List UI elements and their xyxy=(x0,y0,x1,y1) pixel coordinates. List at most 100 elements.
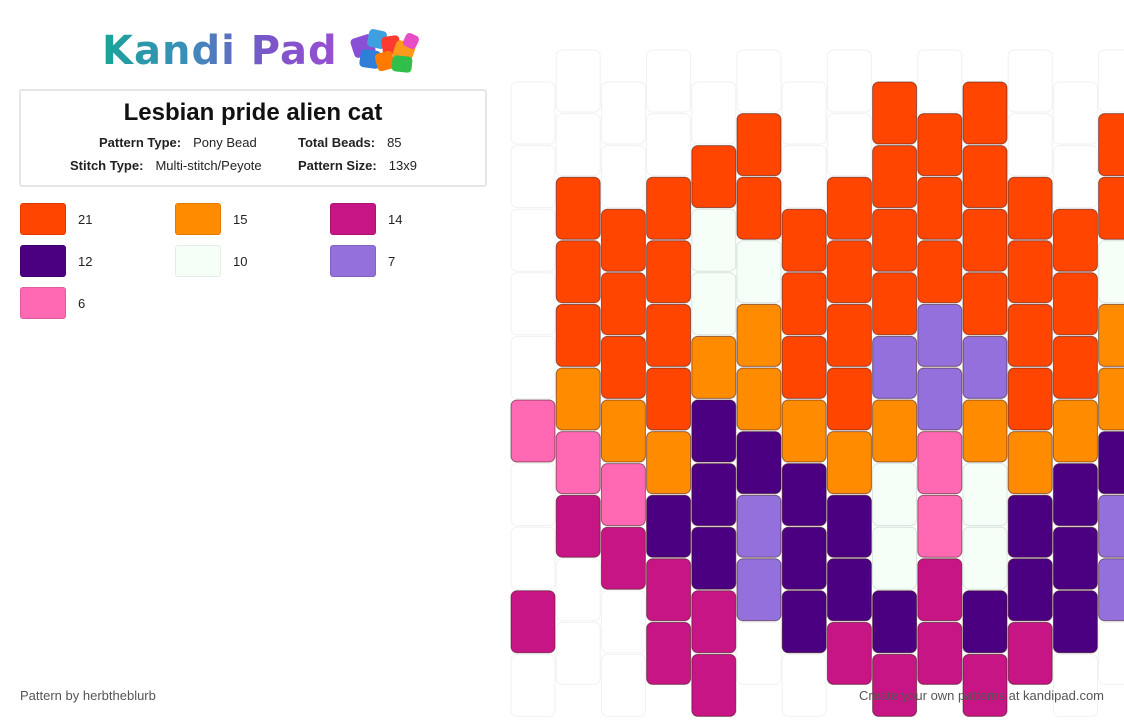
bead xyxy=(1007,558,1053,622)
bead xyxy=(646,431,692,495)
color-swatch xyxy=(20,203,66,235)
legend-item: 15 xyxy=(175,203,247,235)
bead xyxy=(781,272,827,336)
bead xyxy=(691,653,737,717)
bead xyxy=(917,240,963,304)
legend-item: 10 xyxy=(175,245,247,277)
kandipad-link[interactable]: Create your own patterns at kandipad.com xyxy=(859,688,1104,703)
bead xyxy=(917,176,963,240)
empty-bead xyxy=(917,49,963,113)
pattern-type-value: Pony Bead xyxy=(193,135,257,150)
bead xyxy=(826,176,872,240)
bead xyxy=(555,367,601,431)
bead xyxy=(1098,240,1124,304)
bead xyxy=(826,558,872,622)
bead xyxy=(1052,590,1098,654)
bead xyxy=(691,526,737,590)
bead xyxy=(555,303,601,367)
bead xyxy=(826,621,872,685)
bead xyxy=(872,590,918,654)
bead xyxy=(826,303,872,367)
bead xyxy=(1098,431,1124,495)
bead xyxy=(917,494,963,558)
bead xyxy=(646,558,692,622)
empty-bead xyxy=(736,621,782,685)
bead xyxy=(1007,431,1053,495)
bead xyxy=(917,367,963,431)
bead xyxy=(1052,399,1098,463)
kandipad-logo[interactable]: Kandi Pad xyxy=(102,26,424,76)
empty-bead xyxy=(510,145,556,209)
bead xyxy=(962,145,1008,209)
empty-bead xyxy=(646,49,692,113)
bead-count: 15 xyxy=(233,211,248,227)
empty-bead xyxy=(555,558,601,622)
bead xyxy=(600,526,646,590)
color-swatch xyxy=(20,245,66,277)
empty-bead xyxy=(781,145,827,209)
legend-item: 21 xyxy=(20,203,92,235)
empty-bead xyxy=(600,590,646,654)
bead xyxy=(1052,463,1098,527)
empty-bead xyxy=(1098,621,1124,685)
empty-bead xyxy=(510,81,556,145)
empty-bead xyxy=(555,621,601,685)
bead xyxy=(872,335,918,399)
bead xyxy=(736,431,782,495)
bead xyxy=(600,272,646,336)
empty-bead xyxy=(1052,653,1098,717)
empty-bead xyxy=(555,49,601,113)
bead xyxy=(1007,621,1053,685)
pattern-title: Lesbian pride alien cat xyxy=(123,99,383,126)
bead xyxy=(1098,558,1124,622)
empty-bead xyxy=(1052,81,1098,145)
bead xyxy=(736,367,782,431)
empty-bead xyxy=(600,81,646,145)
bead-count: 21 xyxy=(78,211,93,227)
empty-bead xyxy=(510,463,556,527)
bead xyxy=(736,176,782,240)
bead xyxy=(646,176,692,240)
empty-bead xyxy=(510,335,556,399)
bead xyxy=(872,653,918,717)
bead xyxy=(962,335,1008,399)
bead xyxy=(826,494,872,558)
bead xyxy=(1052,526,1098,590)
bead xyxy=(736,494,782,558)
bead xyxy=(872,463,918,527)
pattern-size-label: Pattern Size: xyxy=(298,158,377,173)
empty-bead xyxy=(1007,49,1053,113)
empty-bead xyxy=(555,113,601,177)
bead xyxy=(691,590,737,654)
bead xyxy=(510,399,556,463)
bead xyxy=(962,81,1008,145)
bead xyxy=(555,176,601,240)
empty-bead xyxy=(826,49,872,113)
bead xyxy=(1007,303,1053,367)
bead xyxy=(1052,335,1098,399)
bead xyxy=(962,463,1008,527)
bead xyxy=(736,240,782,304)
bead xyxy=(917,621,963,685)
legend-item: 12 xyxy=(20,245,92,277)
bead xyxy=(1007,494,1053,558)
bead xyxy=(1007,176,1053,240)
bead xyxy=(872,399,918,463)
bead xyxy=(872,208,918,272)
bead xyxy=(826,431,872,495)
pattern-size-row: Pattern Size: 13x9 xyxy=(298,158,417,173)
color-swatch xyxy=(330,203,376,235)
bead xyxy=(691,399,737,463)
bead xyxy=(781,463,827,527)
bead xyxy=(962,272,1008,336)
bead xyxy=(600,399,646,463)
total-beads-value: 85 xyxy=(387,135,402,150)
bead xyxy=(917,303,963,367)
bead xyxy=(826,240,872,304)
stitch-type-label: Stitch Type: xyxy=(70,158,144,173)
bead xyxy=(917,431,963,495)
empty-bead xyxy=(781,81,827,145)
bead xyxy=(781,335,827,399)
bead xyxy=(962,590,1008,654)
